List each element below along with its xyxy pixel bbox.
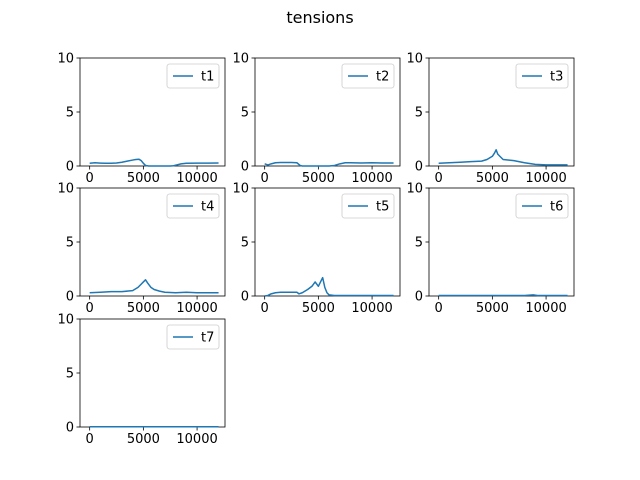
legend-label: t2 [376, 70, 389, 85]
x-tick-label: 10000 [351, 301, 392, 316]
x-tick-label: 0 [86, 301, 94, 316]
y-tick-label: 10 [57, 52, 74, 67]
subplot-5: 0 5 10 0 5000 10000 t5 [232, 182, 401, 316]
x-tick-label: 10000 [176, 171, 217, 186]
y-tick-label: 0 [66, 421, 74, 436]
figure-title: tensions [286, 8, 353, 27]
legend: t2 [341, 63, 395, 89]
legend: t1 [166, 63, 220, 89]
y-tick-label: 10 [406, 52, 423, 67]
y-tick-label: 10 [57, 313, 74, 328]
x-tick-label: 5000 [302, 171, 335, 186]
legend-label: t5 [376, 200, 389, 215]
x-tick-label: 0 [261, 171, 269, 186]
legend-label: t3 [550, 70, 563, 85]
series-line-t1 [89, 158, 219, 167]
y-tick-label: 5 [241, 236, 249, 251]
legend-label: t7 [201, 331, 214, 346]
subplot-1: 0 5 10 0 5000 10000 t1 [57, 52, 226, 186]
y-tick-label: 0 [241, 290, 249, 305]
x-tick-label: 5000 [476, 171, 509, 186]
x-tick-label: 0 [261, 301, 269, 316]
y-tick-label: 10 [57, 182, 74, 197]
x-tick-label: 5000 [127, 432, 160, 447]
y-tick-label: 5 [66, 236, 74, 251]
legend-label: t1 [201, 70, 214, 85]
x-tick-label: 10000 [525, 301, 566, 316]
y-tick-label: 0 [415, 290, 423, 305]
y-tick-label: 0 [66, 290, 74, 305]
subplot-6: 0 5 10 0 5000 10000 t6 [406, 182, 575, 316]
y-tick-label: 5 [66, 367, 74, 382]
subplot-7: 0 5 10 0 5000 10000 t7 [57, 313, 226, 447]
legend: t3 [515, 63, 569, 89]
legend: t4 [166, 193, 220, 219]
x-tick-label: 10000 [176, 432, 217, 447]
subplot-4: 0 5 10 0 5000 10000 t4 [57, 182, 226, 316]
y-tick-label: 10 [406, 182, 423, 197]
y-tick-label: 10 [232, 182, 249, 197]
y-tick-label: 5 [415, 106, 423, 121]
y-tick-label: 0 [241, 160, 249, 175]
y-tick-label: 5 [241, 106, 249, 121]
y-tick-label: 5 [66, 106, 74, 121]
y-tick-label: 0 [415, 160, 423, 175]
legend-label: t6 [550, 200, 563, 215]
series-line-t4 [89, 279, 219, 294]
legend: t5 [341, 193, 395, 219]
legend: t6 [515, 193, 569, 219]
x-tick-label: 0 [86, 432, 94, 447]
x-tick-label: 5000 [127, 171, 160, 186]
subplot-2: 0 5 10 0 5000 10000 t2 [232, 52, 401, 186]
x-tick-label: 10000 [176, 301, 217, 316]
y-tick-label: 10 [232, 52, 249, 67]
legend: t7 [166, 324, 220, 350]
subplot-3: 0 5 10 0 5000 10000 t3 [406, 52, 575, 186]
x-tick-label: 0 [86, 171, 94, 186]
y-tick-label: 0 [66, 160, 74, 175]
legend-label: t4 [201, 200, 214, 215]
series-line-t3 [438, 149, 568, 166]
x-tick-label: 0 [435, 171, 443, 186]
series-line-t6 [438, 294, 568, 297]
series-line-t5 [264, 276, 394, 297]
x-tick-label: 10000 [351, 171, 392, 186]
series-line-t2 [264, 161, 394, 167]
x-tick-label: 5000 [302, 301, 335, 316]
x-tick-label: 0 [435, 301, 443, 316]
y-tick-label: 5 [415, 236, 423, 251]
x-tick-label: 10000 [525, 171, 566, 186]
x-tick-label: 5000 [476, 301, 509, 316]
x-tick-label: 5000 [127, 301, 160, 316]
